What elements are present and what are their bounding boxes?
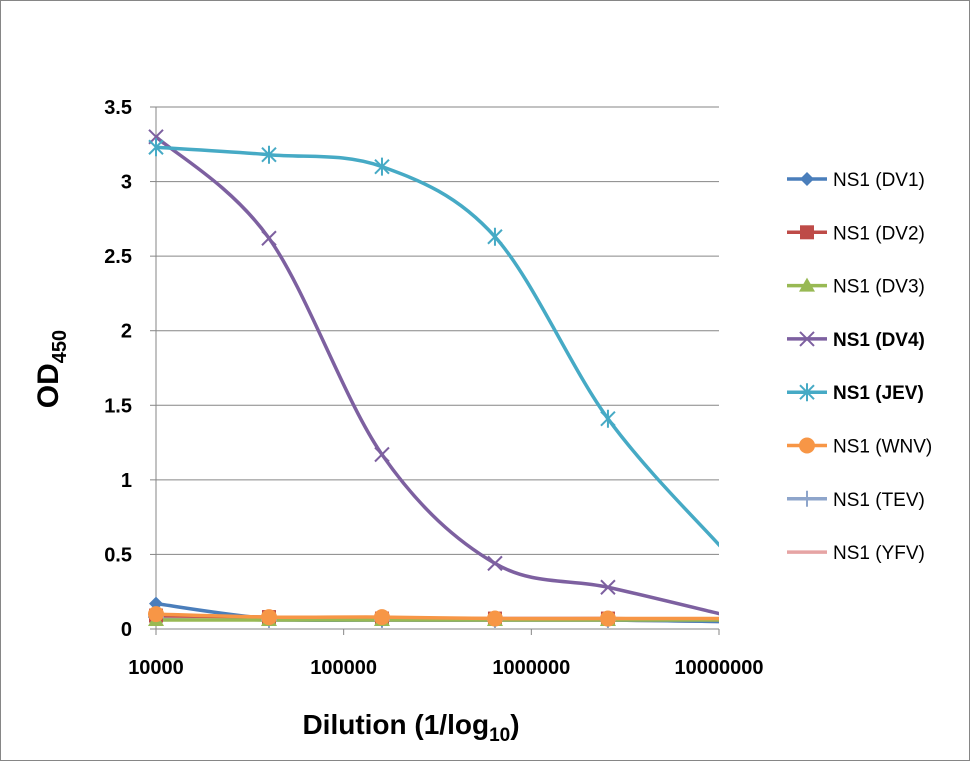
- y-tick-label: 2.5: [104, 246, 132, 268]
- legend-item: NS1 (DV3): [787, 277, 925, 298]
- legend-swatch-marker: [799, 437, 815, 454]
- legend-label: NS1 (DV2): [833, 223, 925, 244]
- legend-label: NS1 (JEV): [833, 383, 924, 404]
- data-point: [600, 579, 616, 595]
- y-tick-label: 3: [121, 172, 132, 194]
- data-point: [374, 157, 390, 176]
- data-point: [374, 446, 390, 463]
- legend-item: NS1 (TEV): [787, 490, 925, 511]
- legend-item: NS1 (WNV): [787, 437, 932, 458]
- y-tick-label: 0: [121, 619, 132, 641]
- series-lines: [156, 135, 719, 624]
- legend-swatch-marker: [799, 331, 815, 347]
- gridlines: [156, 106, 719, 555]
- legend-item: NS1 (JEV): [787, 383, 924, 404]
- data-point: [599, 610, 616, 627]
- x-tick-label: 1000000: [492, 657, 570, 679]
- legend: NS1 (DV1) NS1 (DV2) NS1 (DV3) NS1 (DV4) NS1 …: [787, 170, 932, 564]
- legend-label: NS1 (YFV): [833, 543, 925, 564]
- data-point: [260, 609, 277, 626]
- y-tick-label: 3.5: [104, 97, 132, 119]
- y-axis-title-subscript: 450: [49, 330, 71, 363]
- legend-swatch-marker: [800, 172, 814, 186]
- y-tick-label: 2: [121, 321, 132, 343]
- series-markers: [148, 129, 616, 629]
- x-tick-labels: 10000 100000 1000000 10000000: [128, 657, 763, 679]
- legend-item: NS1 (DV1): [787, 170, 925, 191]
- y-axis-title: OD450: [32, 330, 71, 408]
- data-point: [600, 409, 616, 428]
- legend-label: NS1 (DV4): [833, 330, 925, 351]
- data-point: [148, 606, 164, 623]
- x-axis-title-subscript: 10: [489, 725, 510, 746]
- y-tick-label: 0.5: [104, 544, 132, 566]
- axes: [150, 106, 720, 635]
- legend-swatch-marker: [799, 490, 815, 507]
- legend-swatch-marker: [800, 225, 814, 240]
- legend-item: NS1 (DV4): [787, 330, 925, 351]
- x-tick-label: 10000: [128, 657, 184, 679]
- y-tick-label: 1.5: [104, 395, 132, 417]
- legend-swatch-marker: [799, 383, 815, 402]
- legend-label: NS1 (DV1): [833, 170, 925, 191]
- legend-item: NS1 (YFV): [787, 543, 925, 564]
- legend-item: NS1 (DV2): [787, 223, 925, 244]
- series-line: [156, 135, 719, 616]
- x-axis-title-end: ): [510, 709, 519, 740]
- data-point: [261, 145, 277, 164]
- data-point: [486, 610, 503, 627]
- x-axis-title: Dilution (1/log10): [302, 709, 519, 746]
- legend-label: NS1 (TEV): [833, 490, 925, 511]
- legend-label: NS1 (DV3): [833, 277, 925, 298]
- y-tick-labels: 0 0.5 1 1.5 2 2.5 3 3.5: [104, 97, 132, 641]
- data-point: [148, 138, 164, 157]
- data-point: [261, 230, 277, 246]
- x-axis-title-main: Dilution (1/log: [302, 709, 489, 740]
- legend-label: NS1 (WNV): [833, 437, 932, 458]
- series-line: [156, 612, 719, 621]
- data-point: [487, 227, 503, 246]
- legend-swatch-marker: [799, 277, 815, 292]
- data-point: [373, 609, 390, 626]
- y-axis-title-main: OD: [32, 363, 65, 408]
- data-point: [487, 555, 503, 572]
- y-tick-label: 1: [121, 470, 132, 492]
- x-tick-label: 100000: [310, 657, 377, 679]
- x-tick-label: 10000000: [675, 657, 764, 679]
